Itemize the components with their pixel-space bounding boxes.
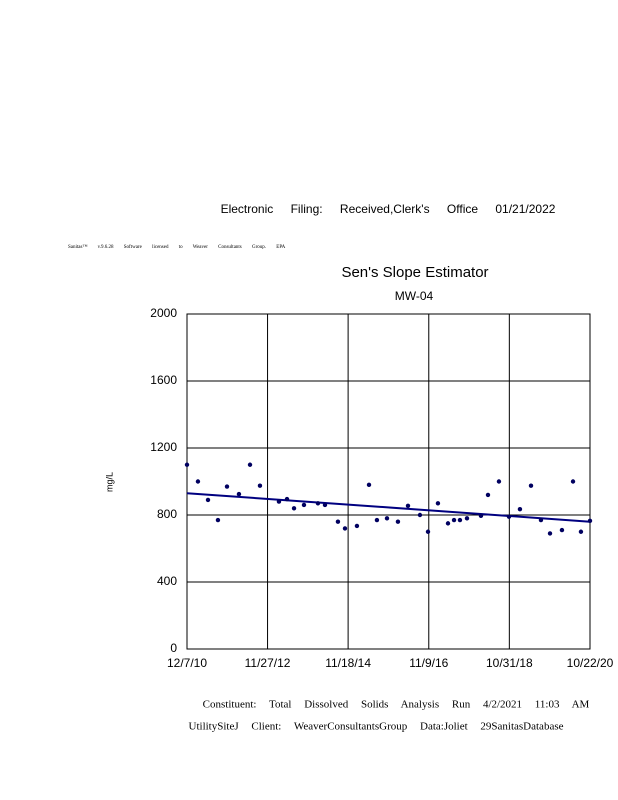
data-point: [445, 521, 451, 526]
y-tick-label: 1200: [150, 440, 177, 454]
x-tick-label: 10/31/18: [486, 656, 533, 670]
data-point: [236, 491, 242, 497]
data-point: [517, 506, 523, 512]
data-point: [570, 479, 576, 484]
data-point: [559, 527, 565, 533]
trend-line: [186, 492, 591, 523]
data-point: [496, 479, 502, 484]
plot-area: [186, 313, 591, 650]
data-point: [215, 517, 221, 523]
data-point: [335, 519, 341, 524]
data-point: [247, 462, 253, 467]
data-point: [587, 518, 593, 524]
y-tick-label: 400: [157, 574, 177, 588]
data-point: [284, 496, 290, 502]
data-point: [547, 531, 553, 536]
data-point: [276, 499, 282, 504]
data-point: [457, 517, 463, 523]
data-point: [291, 506, 297, 511]
data-point: [205, 497, 211, 503]
footer-line: UtilitySiteJ Client: WeaverConsultantsGr…: [189, 721, 564, 733]
data-point: [354, 523, 360, 529]
x-tick-label: 10/22/20: [567, 656, 614, 670]
data-point: [195, 479, 201, 484]
data-point: [451, 517, 457, 523]
license-line: Sanitas™ v.9.6.28 Software licensed to W…: [68, 244, 286, 250]
data-point: [435, 501, 441, 506]
data-point: [506, 514, 512, 519]
chart-title: Sen's Slope Estimator: [341, 264, 488, 281]
data-point: [464, 516, 470, 521]
data-point: [322, 502, 328, 508]
y-tick-label: 800: [157, 507, 177, 521]
data-point: [425, 529, 431, 534]
data-point: [405, 503, 411, 508]
data-point: [224, 484, 230, 489]
data-point: [301, 502, 307, 508]
data-point: [485, 492, 491, 498]
data-point: [578, 529, 584, 534]
data-point: [366, 482, 372, 488]
data-point: [315, 501, 321, 506]
data-point: [478, 513, 484, 519]
data-point: [395, 519, 401, 524]
data-point: [184, 462, 190, 467]
x-tick-label: 11/27/12: [245, 656, 291, 670]
data-point: [342, 526, 348, 531]
footer-line: Constituent: Total Dissolved Solids Anal…: [203, 699, 590, 711]
data-point: [417, 512, 423, 518]
y-tick-label: 2000: [150, 306, 177, 320]
data-point: [528, 483, 534, 488]
x-tick-label: 12/7/10: [167, 656, 207, 670]
x-tick-label: 11/9/16: [409, 656, 448, 670]
data-point: [384, 516, 390, 521]
y-tick-label: 1600: [150, 373, 177, 387]
data-point: [538, 517, 544, 523]
data-point: [257, 483, 263, 488]
chart-subtitle: MW-04: [395, 289, 434, 303]
data-point: [374, 517, 380, 523]
filing-stamp: Electronic Filing: Received,Clerk's Offi…: [221, 202, 556, 216]
x-tick-label: 11/18/14: [325, 656, 371, 670]
y-axis-label: mg/L: [104, 472, 114, 492]
y-tick-label: 0: [170, 641, 177, 655]
